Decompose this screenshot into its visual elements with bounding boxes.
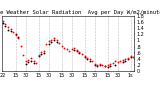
Point [12,31,14,33]
Point [99,64,101,66]
Point [78,51,81,52]
Point [58,42,60,44]
Point [35,62,37,64]
Point [20,45,22,47]
Point [2,21,4,22]
Point [86,58,88,60]
Point [2,23,4,24]
Point [40,52,42,53]
Point [53,38,55,39]
Point [127,57,129,58]
Point [7,27,9,28]
Point [73,48,76,49]
Point [55,41,58,43]
Point [88,60,91,61]
Point [91,61,94,62]
Point [42,52,45,54]
Point [30,60,32,61]
Point [60,45,63,47]
Point [129,57,132,58]
Point [4,24,7,25]
Point [88,58,91,60]
Point [63,47,65,48]
Point [71,48,73,50]
Point [99,63,101,65]
Point [122,59,124,61]
Point [55,39,58,40]
Point [48,43,50,44]
Point [32,62,35,63]
Point [14,33,17,35]
Point [116,61,119,63]
Point [17,37,20,38]
Point [83,57,86,58]
Point [94,64,96,66]
Point [73,49,76,50]
Point [114,61,116,62]
Point [111,62,114,64]
Point [86,57,88,58]
Point [68,50,71,51]
Point [96,64,99,65]
Point [106,64,109,65]
Point [53,40,55,41]
Point [40,54,42,55]
Point [27,59,30,61]
Point [25,61,27,62]
Point [45,44,48,45]
Point [25,63,27,64]
Point [122,61,124,63]
Point [106,66,109,67]
Point [22,55,25,56]
Point [109,65,111,66]
Point [50,41,53,43]
Point [27,61,30,63]
Point [81,53,83,54]
Point [7,29,9,30]
Point [42,50,45,51]
Point [129,55,132,57]
Point [9,28,12,30]
Point [32,61,35,62]
Point [104,65,106,66]
Point [14,34,17,36]
Point [94,63,96,65]
Point [124,60,127,61]
Point [119,60,122,62]
Point [48,41,50,42]
Point [101,64,104,66]
Point [30,58,32,59]
Point [9,30,12,32]
Point [50,39,53,40]
Point [17,38,20,39]
Point [4,26,7,27]
Point [104,65,106,66]
Point [37,55,40,56]
Point [65,48,68,50]
Title: Milwaukee Weather Solar Radiation  Avg per Day W/m2/minute: Milwaukee Weather Solar Radiation Avg pe… [0,10,160,15]
Point [37,55,40,57]
Point [127,58,129,60]
Point [96,65,99,66]
Point [83,55,86,57]
Point [78,52,81,54]
Point [76,49,78,50]
Point [124,58,127,60]
Point [132,56,134,58]
Point [76,51,78,52]
Point [114,64,116,65]
Point [109,63,111,65]
